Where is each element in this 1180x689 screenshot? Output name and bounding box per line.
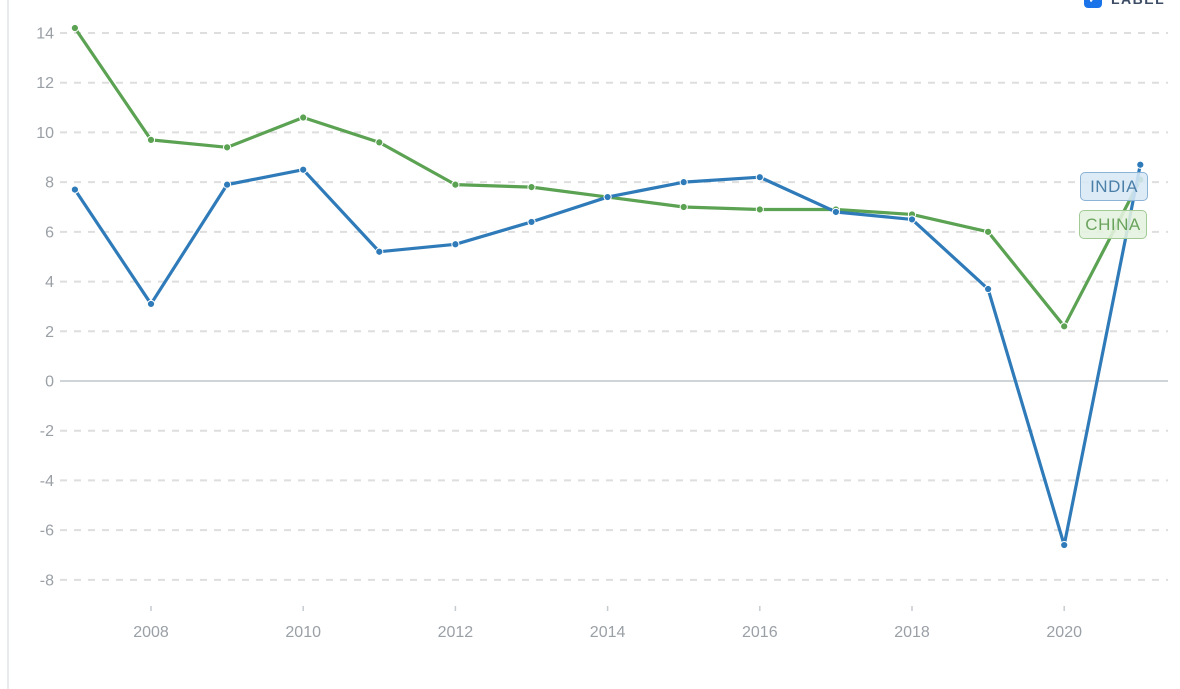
data-point-india[interactable] [1136, 160, 1145, 169]
data-point-china[interactable] [1060, 322, 1069, 331]
data-point-china[interactable] [679, 202, 688, 212]
data-point-china[interactable] [146, 135, 156, 144]
y-tick-label: 0 [45, 374, 54, 391]
data-point-india[interactable] [299, 165, 308, 174]
series-end-label-india-text: INDIA [1090, 176, 1138, 196]
data-point-china[interactable] [70, 23, 80, 33]
data-point-china[interactable] [451, 180, 460, 189]
data-point-india[interactable] [1060, 540, 1069, 550]
data-point-china[interactable] [527, 183, 536, 192]
x-tick-label: 2012 [438, 624, 474, 641]
y-tick-label: 8 [45, 175, 54, 192]
y-tick-label: -8 [40, 572, 54, 589]
y-tick-label: 14 [36, 26, 54, 43]
data-point-india[interactable] [907, 215, 917, 224]
y-tick-label: 10 [36, 125, 54, 142]
data-point-india[interactable] [375, 247, 384, 256]
y-tick-label: 12 [36, 75, 54, 92]
y-tick-label: 6 [45, 224, 54, 241]
x-tick-label: 2008 [133, 624, 169, 641]
data-point-india[interactable] [679, 178, 688, 187]
data-point-india[interactable] [984, 284, 993, 294]
y-tick-label: 4 [45, 274, 54, 291]
data-point-india[interactable] [451, 240, 460, 249]
checkbox-checked-icon[interactable]: ✓ [1084, 0, 1102, 8]
data-point-india[interactable] [603, 192, 612, 202]
series-end-label-china-text: CHINA [1085, 214, 1141, 234]
data-point-china[interactable] [375, 138, 384, 147]
data-point-india[interactable] [831, 207, 841, 217]
x-tick-label: 2018 [894, 624, 930, 641]
x-tick-label: 2020 [1046, 624, 1082, 641]
data-point-china[interactable] [755, 205, 764, 214]
data-point-china[interactable] [299, 113, 308, 122]
series-end-label-china[interactable]: CHINA [1079, 210, 1147, 239]
series-end-label-india[interactable]: INDIA [1080, 172, 1148, 201]
y-tick-label: -2 [40, 423, 54, 440]
label-toggle[interactable]: ✓ LABEL [1084, 0, 1165, 8]
data-point-china[interactable] [984, 227, 993, 236]
data-point-india[interactable] [70, 185, 80, 194]
x-tick-label: 2014 [590, 624, 626, 641]
series-line-india[interactable] [73, 164, 1142, 547]
page-left-divider [7, 0, 9, 689]
label-toggle-text: LABEL [1111, 0, 1165, 7]
data-point-india[interactable] [223, 180, 232, 189]
x-tick-label: 2016 [742, 624, 778, 641]
data-point-china[interactable] [223, 143, 232, 152]
y-tick-label: -6 [40, 523, 54, 540]
x-tick-label: 2010 [285, 624, 321, 641]
y-tick-label: -4 [40, 473, 54, 490]
data-point-india[interactable] [146, 299, 156, 309]
data-point-india[interactable] [527, 217, 536, 227]
y-tick-label: 2 [45, 324, 54, 341]
data-point-india[interactable] [755, 173, 764, 182]
